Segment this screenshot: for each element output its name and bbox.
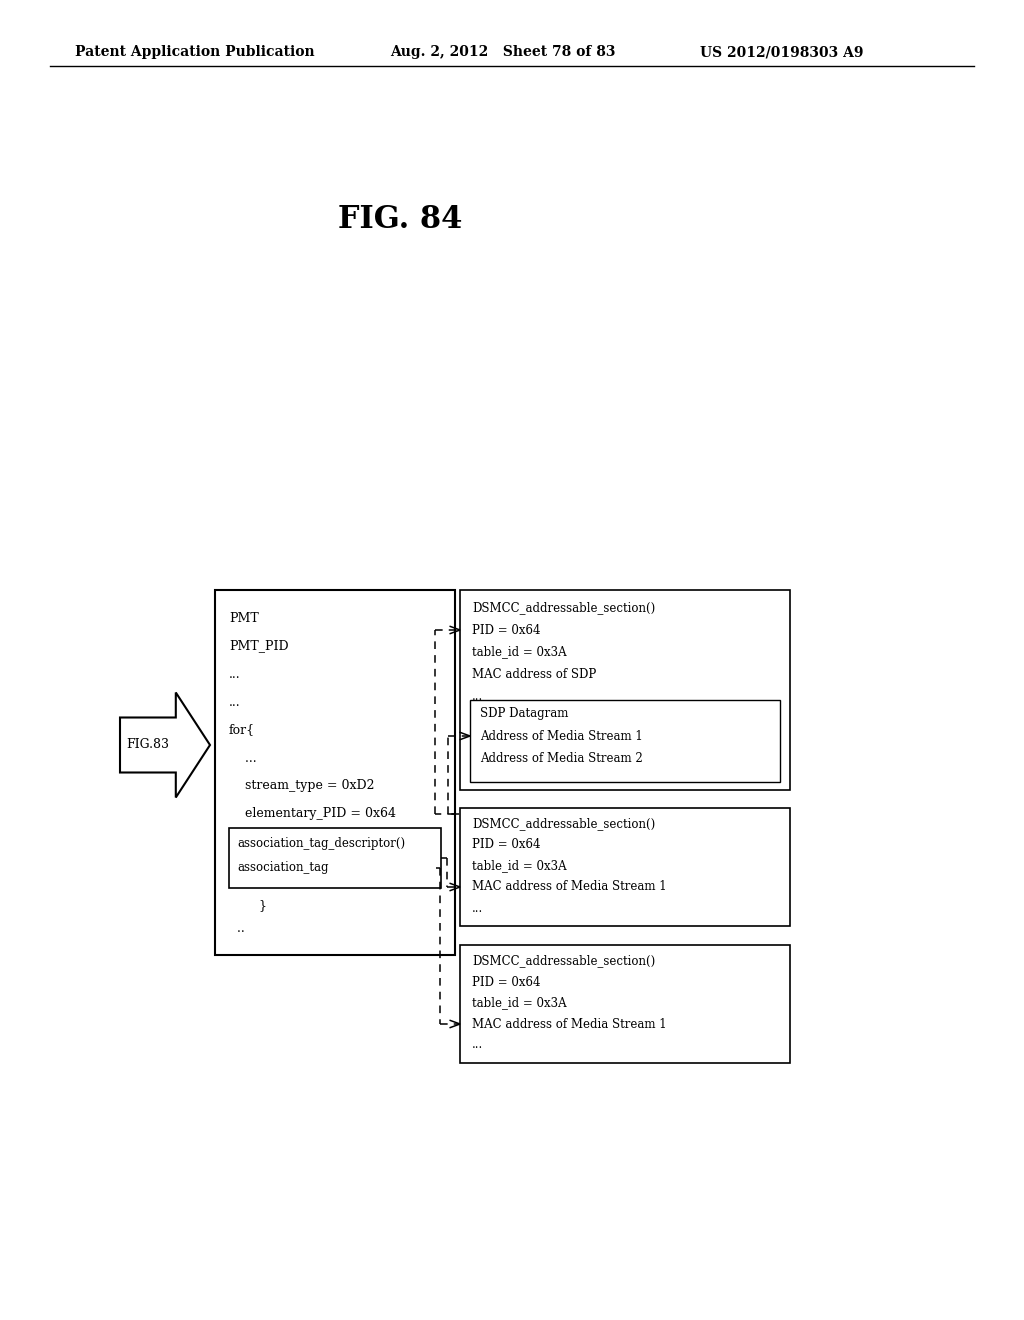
Text: PID = 0x64: PID = 0x64 — [472, 623, 541, 636]
Text: MAC address of SDP: MAC address of SDP — [472, 668, 596, 681]
Text: Address of Media Stream 1: Address of Media Stream 1 — [480, 730, 643, 742]
Text: ..: .. — [229, 921, 245, 935]
Text: table_id = 0x3A: table_id = 0x3A — [472, 997, 566, 1010]
Text: PMT: PMT — [229, 611, 259, 624]
Text: PMT_PID: PMT_PID — [229, 639, 289, 652]
Text: ...: ... — [229, 751, 257, 764]
Text: DSMCC_addressable_section(): DSMCC_addressable_section() — [472, 602, 655, 615]
Text: stream_type = 0xD2: stream_type = 0xD2 — [229, 780, 375, 792]
Bar — [460, 945, 790, 1063]
Text: table_id = 0x3A: table_id = 0x3A — [472, 645, 566, 659]
Text: }: } — [243, 899, 267, 912]
Text: table_id = 0x3A: table_id = 0x3A — [472, 859, 566, 873]
Text: MAC address of Media Stream 1: MAC address of Media Stream 1 — [472, 880, 667, 894]
Text: ...: ... — [229, 668, 241, 681]
Bar — [229, 828, 441, 888]
Text: association_tag_descriptor(): association_tag_descriptor() — [237, 837, 406, 850]
Text: DSMCC_addressable_section(): DSMCC_addressable_section() — [472, 954, 655, 968]
Text: ...: ... — [229, 696, 241, 709]
Text: Aug. 2, 2012   Sheet 78 of 83: Aug. 2, 2012 Sheet 78 of 83 — [390, 45, 615, 59]
Text: ...: ... — [472, 1039, 483, 1052]
Text: PID = 0x64: PID = 0x64 — [472, 975, 541, 989]
Text: DSMCC_addressable_section(): DSMCC_addressable_section() — [472, 817, 655, 830]
Text: FIG.83: FIG.83 — [127, 738, 170, 751]
Text: US 2012/0198303 A9: US 2012/0198303 A9 — [700, 45, 863, 59]
Text: Address of Media Stream 2: Address of Media Stream 2 — [480, 751, 643, 764]
Text: PID = 0x64: PID = 0x64 — [472, 838, 541, 851]
Text: elementary_PID = 0x64: elementary_PID = 0x64 — [229, 808, 396, 821]
Text: ...: ... — [472, 689, 483, 702]
Text: FIG. 84: FIG. 84 — [338, 205, 462, 235]
Text: association_tag: association_tag — [237, 862, 329, 874]
Text: MAC address of Media Stream 1: MAC address of Media Stream 1 — [472, 1018, 667, 1031]
Bar — [215, 590, 455, 954]
Text: ...: ... — [472, 902, 483, 915]
Bar — [470, 700, 780, 781]
Bar — [460, 590, 790, 789]
Bar — [460, 808, 790, 927]
Text: SDP Datagram: SDP Datagram — [480, 708, 568, 721]
Text: Patent Application Publication: Patent Application Publication — [75, 45, 314, 59]
Text: for{: for{ — [229, 723, 255, 737]
